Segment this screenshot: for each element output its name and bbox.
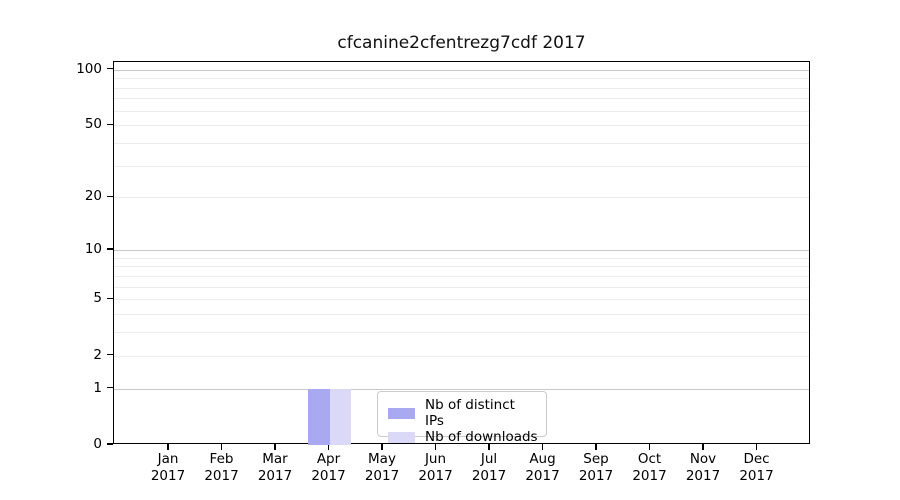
x-tick — [220, 444, 223, 450]
x-tick-label: Jul 2017 — [471, 451, 507, 484]
minor-gridline — [114, 332, 809, 334]
y-tick — [107, 68, 113, 70]
x-tick — [327, 444, 330, 450]
y-tick — [107, 386, 113, 389]
legend-item-downloads: Nb of downloads — [384, 429, 538, 445]
y-tick — [107, 354, 113, 356]
major-gridline — [114, 250, 809, 251]
x-tick — [381, 444, 383, 450]
y-tick-label: 50 — [84, 116, 102, 133]
y-tick — [107, 248, 113, 250]
legend-swatch-distinct-ips — [388, 407, 415, 419]
x-tick-label: May 2017 — [364, 451, 400, 484]
x-tick — [434, 444, 437, 450]
x-tick-label: Aug 2017 — [525, 451, 560, 484]
minor-gridline — [114, 299, 809, 301]
minor-gridline — [114, 197, 809, 199]
minor-gridline — [114, 98, 809, 100]
x-tick-label: Oct 2017 — [632, 451, 667, 484]
x-tick-label: Apr 2017 — [311, 451, 346, 484]
y-tick-label: 2 — [93, 346, 102, 363]
x-tick-label: Jan 2017 — [150, 451, 186, 484]
x-tick-label: Sep 2017 — [578, 451, 614, 484]
y-tick — [107, 297, 113, 299]
bar-distinct-ips-apr — [308, 388, 330, 445]
minor-gridline — [114, 143, 809, 144]
minor-gridline — [114, 355, 809, 357]
minor-gridline — [114, 314, 809, 316]
x-tick — [541, 444, 544, 450]
legend-item-distinct-ips: Nb of distinct IPs — [384, 397, 538, 429]
plot-area — [113, 61, 810, 445]
legend-swatch-downloads — [388, 431, 415, 443]
x-tick — [595, 444, 597, 450]
y-tick — [107, 195, 113, 198]
legend: Nb of distinct IPs Nb of downloads — [377, 391, 547, 445]
x-tick-label: Jun 2017 — [418, 451, 453, 484]
major-gridline — [114, 69, 809, 71]
y-tick-label: 0 — [93, 436, 102, 452]
y-tick-label: 5 — [93, 290, 102, 307]
bar-downloads-apr — [329, 388, 351, 445]
minor-gridline — [114, 286, 809, 288]
y-tick-label: 100 — [76, 60, 102, 77]
minor-gridline — [114, 257, 809, 259]
x-tick — [755, 444, 758, 450]
x-tick — [274, 444, 276, 450]
minor-gridline — [114, 275, 809, 277]
chart-title: cfcanine2cfentrezg7cdf 2017 — [337, 33, 586, 53]
x-tick-label: Dec 2017 — [739, 451, 774, 484]
y-tick-label: 1 — [93, 379, 102, 396]
y-tick-label: 20 — [84, 188, 102, 205]
y-tick — [107, 443, 113, 445]
x-tick — [488, 444, 490, 450]
minor-gridline — [114, 165, 809, 167]
minor-gridline — [114, 87, 809, 89]
legend-label-distinct-ips: Nb of distinct IPs — [425, 397, 515, 429]
legend-label-downloads: Nb of downloads — [425, 429, 538, 445]
minor-gridline — [114, 125, 809, 127]
x-tick-label: Feb 2017 — [204, 451, 239, 484]
y-tick — [107, 123, 113, 125]
minor-gridline — [114, 78, 809, 80]
x-tick — [648, 444, 651, 450]
x-tick — [702, 444, 704, 450]
x-tick — [167, 444, 169, 450]
minor-gridline — [114, 266, 809, 268]
minor-gridline — [114, 110, 809, 112]
x-tick-label: Nov 2017 — [685, 451, 721, 484]
x-tick-label: Mar 2017 — [257, 451, 293, 484]
major-gridline — [114, 388, 809, 390]
y-tick-label: 10 — [84, 241, 102, 257]
